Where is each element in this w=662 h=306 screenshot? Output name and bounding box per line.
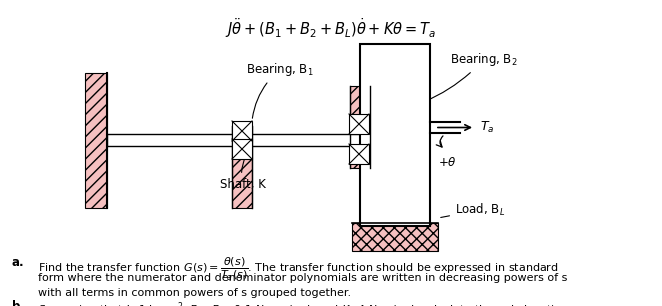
Text: with all terms in common powers of s grouped together.: with all terms in common powers of s gro… xyxy=(38,288,351,298)
Text: $J\ddot{\theta} + (B_1 + B_2 + B_L)\dot{\theta} + K\theta = T_a$: $J\ddot{\theta} + (B_1 + B_2 + B_L)\dot{… xyxy=(226,16,436,40)
Bar xyxy=(352,223,438,251)
Bar xyxy=(349,114,369,134)
Bar xyxy=(350,86,370,168)
Bar xyxy=(107,134,360,146)
Text: +$\theta$: +$\theta$ xyxy=(438,156,457,169)
Text: J: J xyxy=(393,118,397,132)
Text: a.: a. xyxy=(12,256,24,269)
Bar xyxy=(232,126,252,208)
Text: $T_a$: $T_a$ xyxy=(480,120,495,135)
Bar xyxy=(360,44,430,226)
Bar xyxy=(232,139,252,159)
Text: b.: b. xyxy=(12,300,25,306)
Text: Bearing, B$_1$: Bearing, B$_1$ xyxy=(246,61,314,118)
Bar xyxy=(85,73,107,208)
Text: Shaft, K: Shaft, K xyxy=(220,156,266,191)
Bar xyxy=(232,121,252,141)
Text: Supposing that $J$=1 kg-m$^2$, $B_1$=$B_2$=0.1 N-m-s/rad, and $K$=4 N-m/rad, cal: Supposing that $J$=1 kg-m$^2$, $B_1$=$B_… xyxy=(38,300,575,306)
Text: form where the numerator and denominator polynomials are written in decreasing p: form where the numerator and denominator… xyxy=(38,273,567,283)
Text: Bearing, B$_2$: Bearing, B$_2$ xyxy=(372,51,518,114)
Text: Find the transfer function $G(s) = \dfrac{\theta(s)}{T_a(s)}$. The transfer func: Find the transfer function $G(s) = \dfra… xyxy=(38,256,559,283)
Bar xyxy=(349,144,369,164)
Text: Load, B$_L$: Load, B$_L$ xyxy=(441,202,505,218)
